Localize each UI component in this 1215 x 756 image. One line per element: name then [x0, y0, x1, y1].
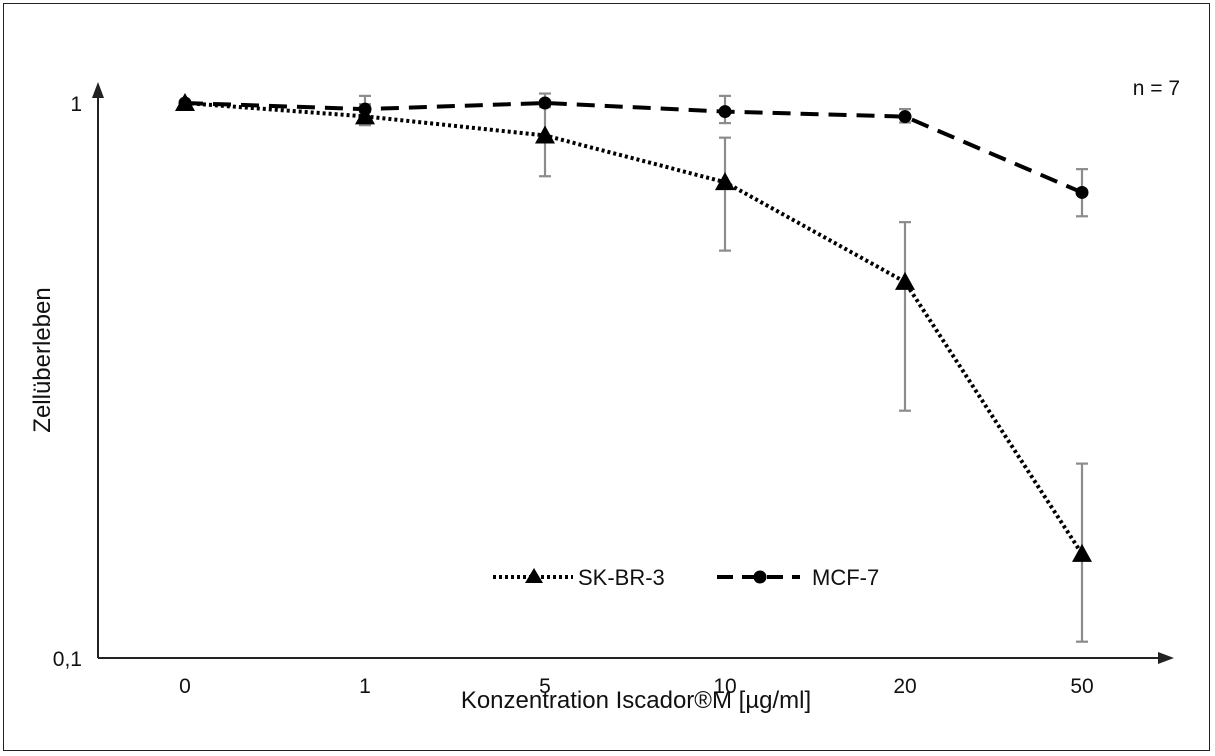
legend-marker-mcf-7 — [753, 570, 767, 584]
axes — [92, 82, 1174, 664]
data-point-sk-br-3-50 — [1072, 543, 1092, 562]
legend-item-sk-br-3: SK-BR-3 — [493, 565, 665, 590]
tick-labels: 0 1 5 10 20 50 1 0,1 — [53, 93, 1094, 698]
chart-frame — [3, 3, 1210, 751]
y-tick-label-1: 1 — [70, 93, 82, 116]
data-point-sk-br-3-20 — [895, 271, 915, 290]
series-markers — [175, 93, 1092, 562]
legend: SK-BR-3 MCF-7 — [493, 565, 879, 590]
error-bar-sk-br-3-10 — [719, 136, 731, 252]
data-point-sk-br-3-10 — [715, 172, 735, 191]
x-axis-arrow — [1158, 652, 1174, 664]
sample-size-annotation: n = 7 — [1133, 77, 1180, 100]
y-axis-title: Zellüberleben — [29, 287, 56, 432]
legend-marker-sk-br-3 — [525, 568, 543, 583]
error-bar-sk-br-3-20 — [899, 221, 911, 412]
x-tick-label-10: 10 — [713, 675, 736, 698]
data-point-mcf-7-0 — [178, 96, 192, 110]
legend-item-mcf-7: MCF-7 — [717, 565, 879, 590]
series-lines — [184, 101, 1084, 556]
data-point-mcf-7-5 — [538, 96, 552, 110]
data-point-mcf-7-10 — [718, 105, 732, 119]
y-axis-arrow — [92, 82, 104, 98]
legend-label-sk-br-3: SK-BR-3 — [578, 565, 665, 590]
y-tick-label-0-1: 0,1 — [53, 648, 82, 671]
series-line-sk-br-3 — [184, 101, 1084, 556]
x-tick-label-1: 1 — [359, 675, 371, 698]
data-point-mcf-7-20 — [898, 110, 912, 124]
data-point-mcf-7-1 — [358, 102, 372, 116]
data-point-sk-br-3-5 — [535, 125, 555, 144]
legend-label-mcf-7: MCF-7 — [812, 565, 879, 590]
x-tick-label-0: 0 — [179, 675, 191, 698]
x-tick-label-20: 20 — [893, 675, 916, 698]
data-point-mcf-7-50 — [1075, 185, 1089, 199]
x-tick-label-50: 50 — [1070, 675, 1093, 698]
x-axis-title: Konzentration Iscador®M [µg/ml] — [461, 687, 811, 714]
series-line-mcf-7 — [184, 101, 1083, 195]
x-tick-label-5: 5 — [539, 675, 551, 698]
